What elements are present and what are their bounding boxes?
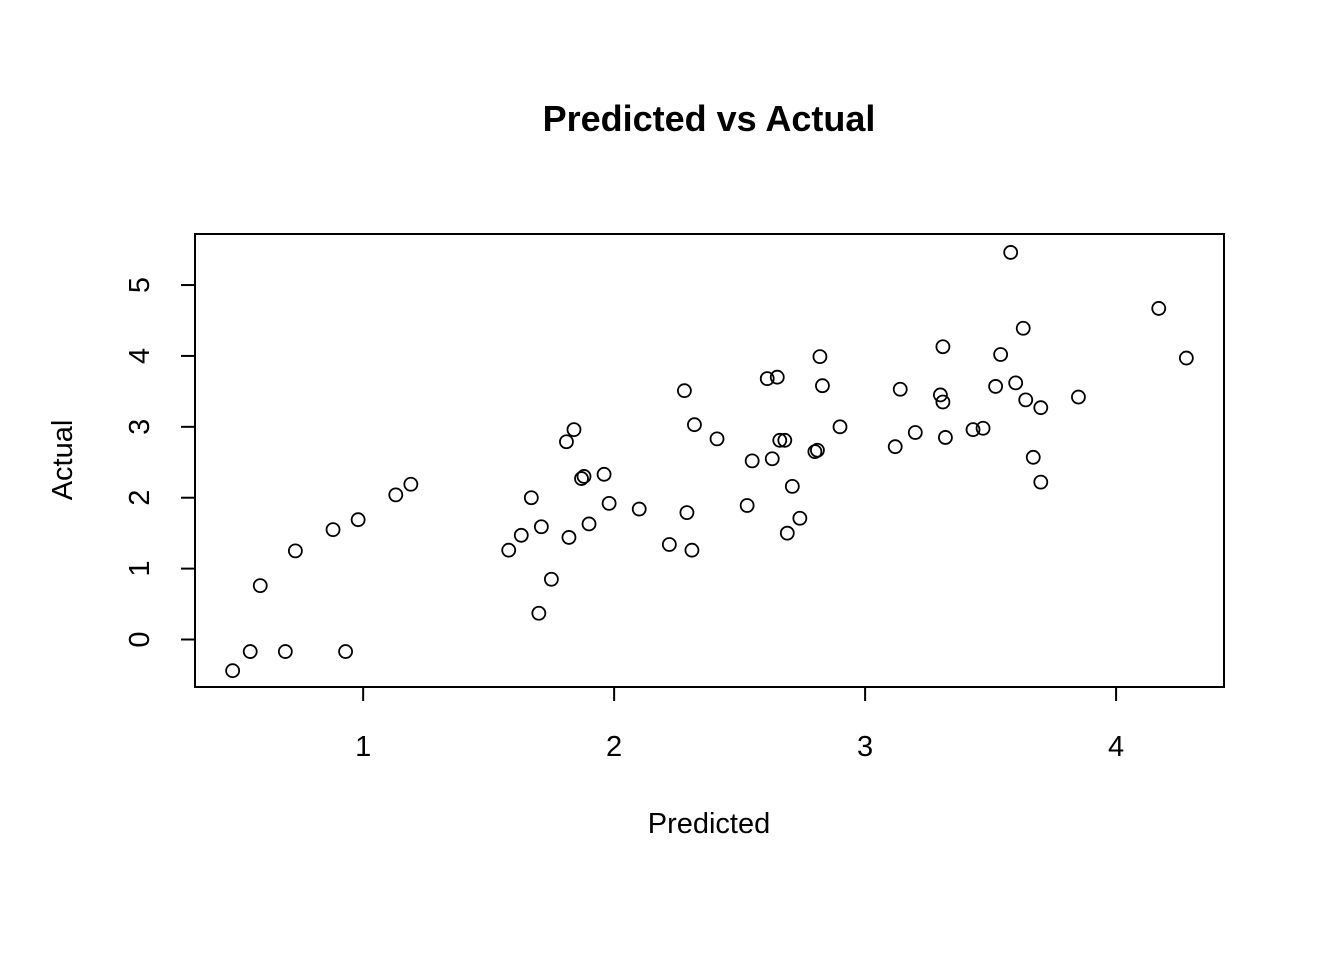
data-point xyxy=(932,387,948,403)
data-point xyxy=(810,442,825,458)
data-point xyxy=(631,501,647,517)
data-point xyxy=(242,644,258,659)
plot-frame xyxy=(194,233,1225,688)
x-tick-label: 2 xyxy=(606,731,622,763)
data-point xyxy=(277,644,293,659)
data-point xyxy=(892,381,908,397)
data-point xyxy=(965,422,981,438)
y-tick-label: 3 xyxy=(124,419,156,435)
data-point xyxy=(777,432,793,448)
x-axis: 1 2 3 4 xyxy=(355,686,1124,763)
data-point xyxy=(784,478,800,494)
data-point xyxy=(832,419,848,435)
data-point xyxy=(975,420,991,436)
data-point xyxy=(679,505,695,521)
data-point xyxy=(1015,320,1031,336)
data-point xyxy=(559,434,574,450)
data-point xyxy=(1033,474,1049,490)
data-point xyxy=(744,453,760,469)
x-tick-label: 3 xyxy=(857,731,873,763)
data-point xyxy=(403,476,419,492)
data-points xyxy=(225,245,1194,679)
data-point xyxy=(581,516,597,532)
data-point xyxy=(815,378,830,394)
data-point xyxy=(1018,392,1034,408)
data-point xyxy=(501,542,517,558)
y-axis-label: Actual xyxy=(47,420,79,501)
data-point xyxy=(523,490,539,506)
data-point xyxy=(1003,245,1019,260)
data-point xyxy=(988,379,1004,394)
data-point xyxy=(677,383,692,399)
data-point xyxy=(388,487,404,503)
chart-title: Predicted vs Actual xyxy=(543,98,876,139)
y-axis: 0 1 2 3 4 5 xyxy=(124,277,196,648)
y-tick-label: 2 xyxy=(124,490,156,506)
data-point xyxy=(887,439,903,455)
data-point xyxy=(325,522,341,538)
data-point xyxy=(935,394,951,410)
data-point xyxy=(1071,389,1086,405)
y-tick-label: 0 xyxy=(124,631,156,647)
data-point xyxy=(709,431,725,447)
y-tick-label: 1 xyxy=(124,561,156,577)
data-point xyxy=(772,432,788,448)
data-point xyxy=(531,605,547,621)
data-point xyxy=(764,451,780,467)
y-tick-label: 5 xyxy=(124,277,156,293)
x-axis-label: Predicted xyxy=(648,808,771,840)
data-point xyxy=(338,644,353,659)
data-point xyxy=(1033,400,1049,416)
data-point xyxy=(1008,375,1024,391)
data-point xyxy=(1025,449,1041,465)
data-point xyxy=(513,527,529,543)
data-point xyxy=(561,530,577,545)
data-point xyxy=(1151,301,1167,316)
data-point xyxy=(812,349,828,365)
data-point xyxy=(1178,350,1194,366)
data-point xyxy=(287,543,303,559)
data-point xyxy=(769,369,785,385)
data-point xyxy=(543,571,559,587)
data-point xyxy=(687,417,702,433)
data-point xyxy=(252,578,268,594)
data-point xyxy=(907,425,923,440)
data-point xyxy=(566,422,582,438)
y-tick-label: 4 xyxy=(124,348,156,364)
data-point xyxy=(779,525,795,541)
data-point xyxy=(684,542,700,558)
data-point xyxy=(596,466,612,482)
data-point xyxy=(225,663,241,679)
data-point xyxy=(739,498,755,513)
data-point xyxy=(661,537,677,552)
data-point xyxy=(935,339,951,355)
x-tick-label: 4 xyxy=(1108,731,1124,763)
data-point xyxy=(601,495,617,511)
data-point xyxy=(759,371,775,387)
data-point xyxy=(938,430,953,445)
data-point xyxy=(576,469,592,484)
data-point xyxy=(792,510,808,526)
x-tick-label: 1 xyxy=(355,731,371,763)
data-point xyxy=(350,512,366,528)
data-point xyxy=(533,519,549,535)
data-point xyxy=(993,347,1009,362)
data-point xyxy=(574,471,589,486)
